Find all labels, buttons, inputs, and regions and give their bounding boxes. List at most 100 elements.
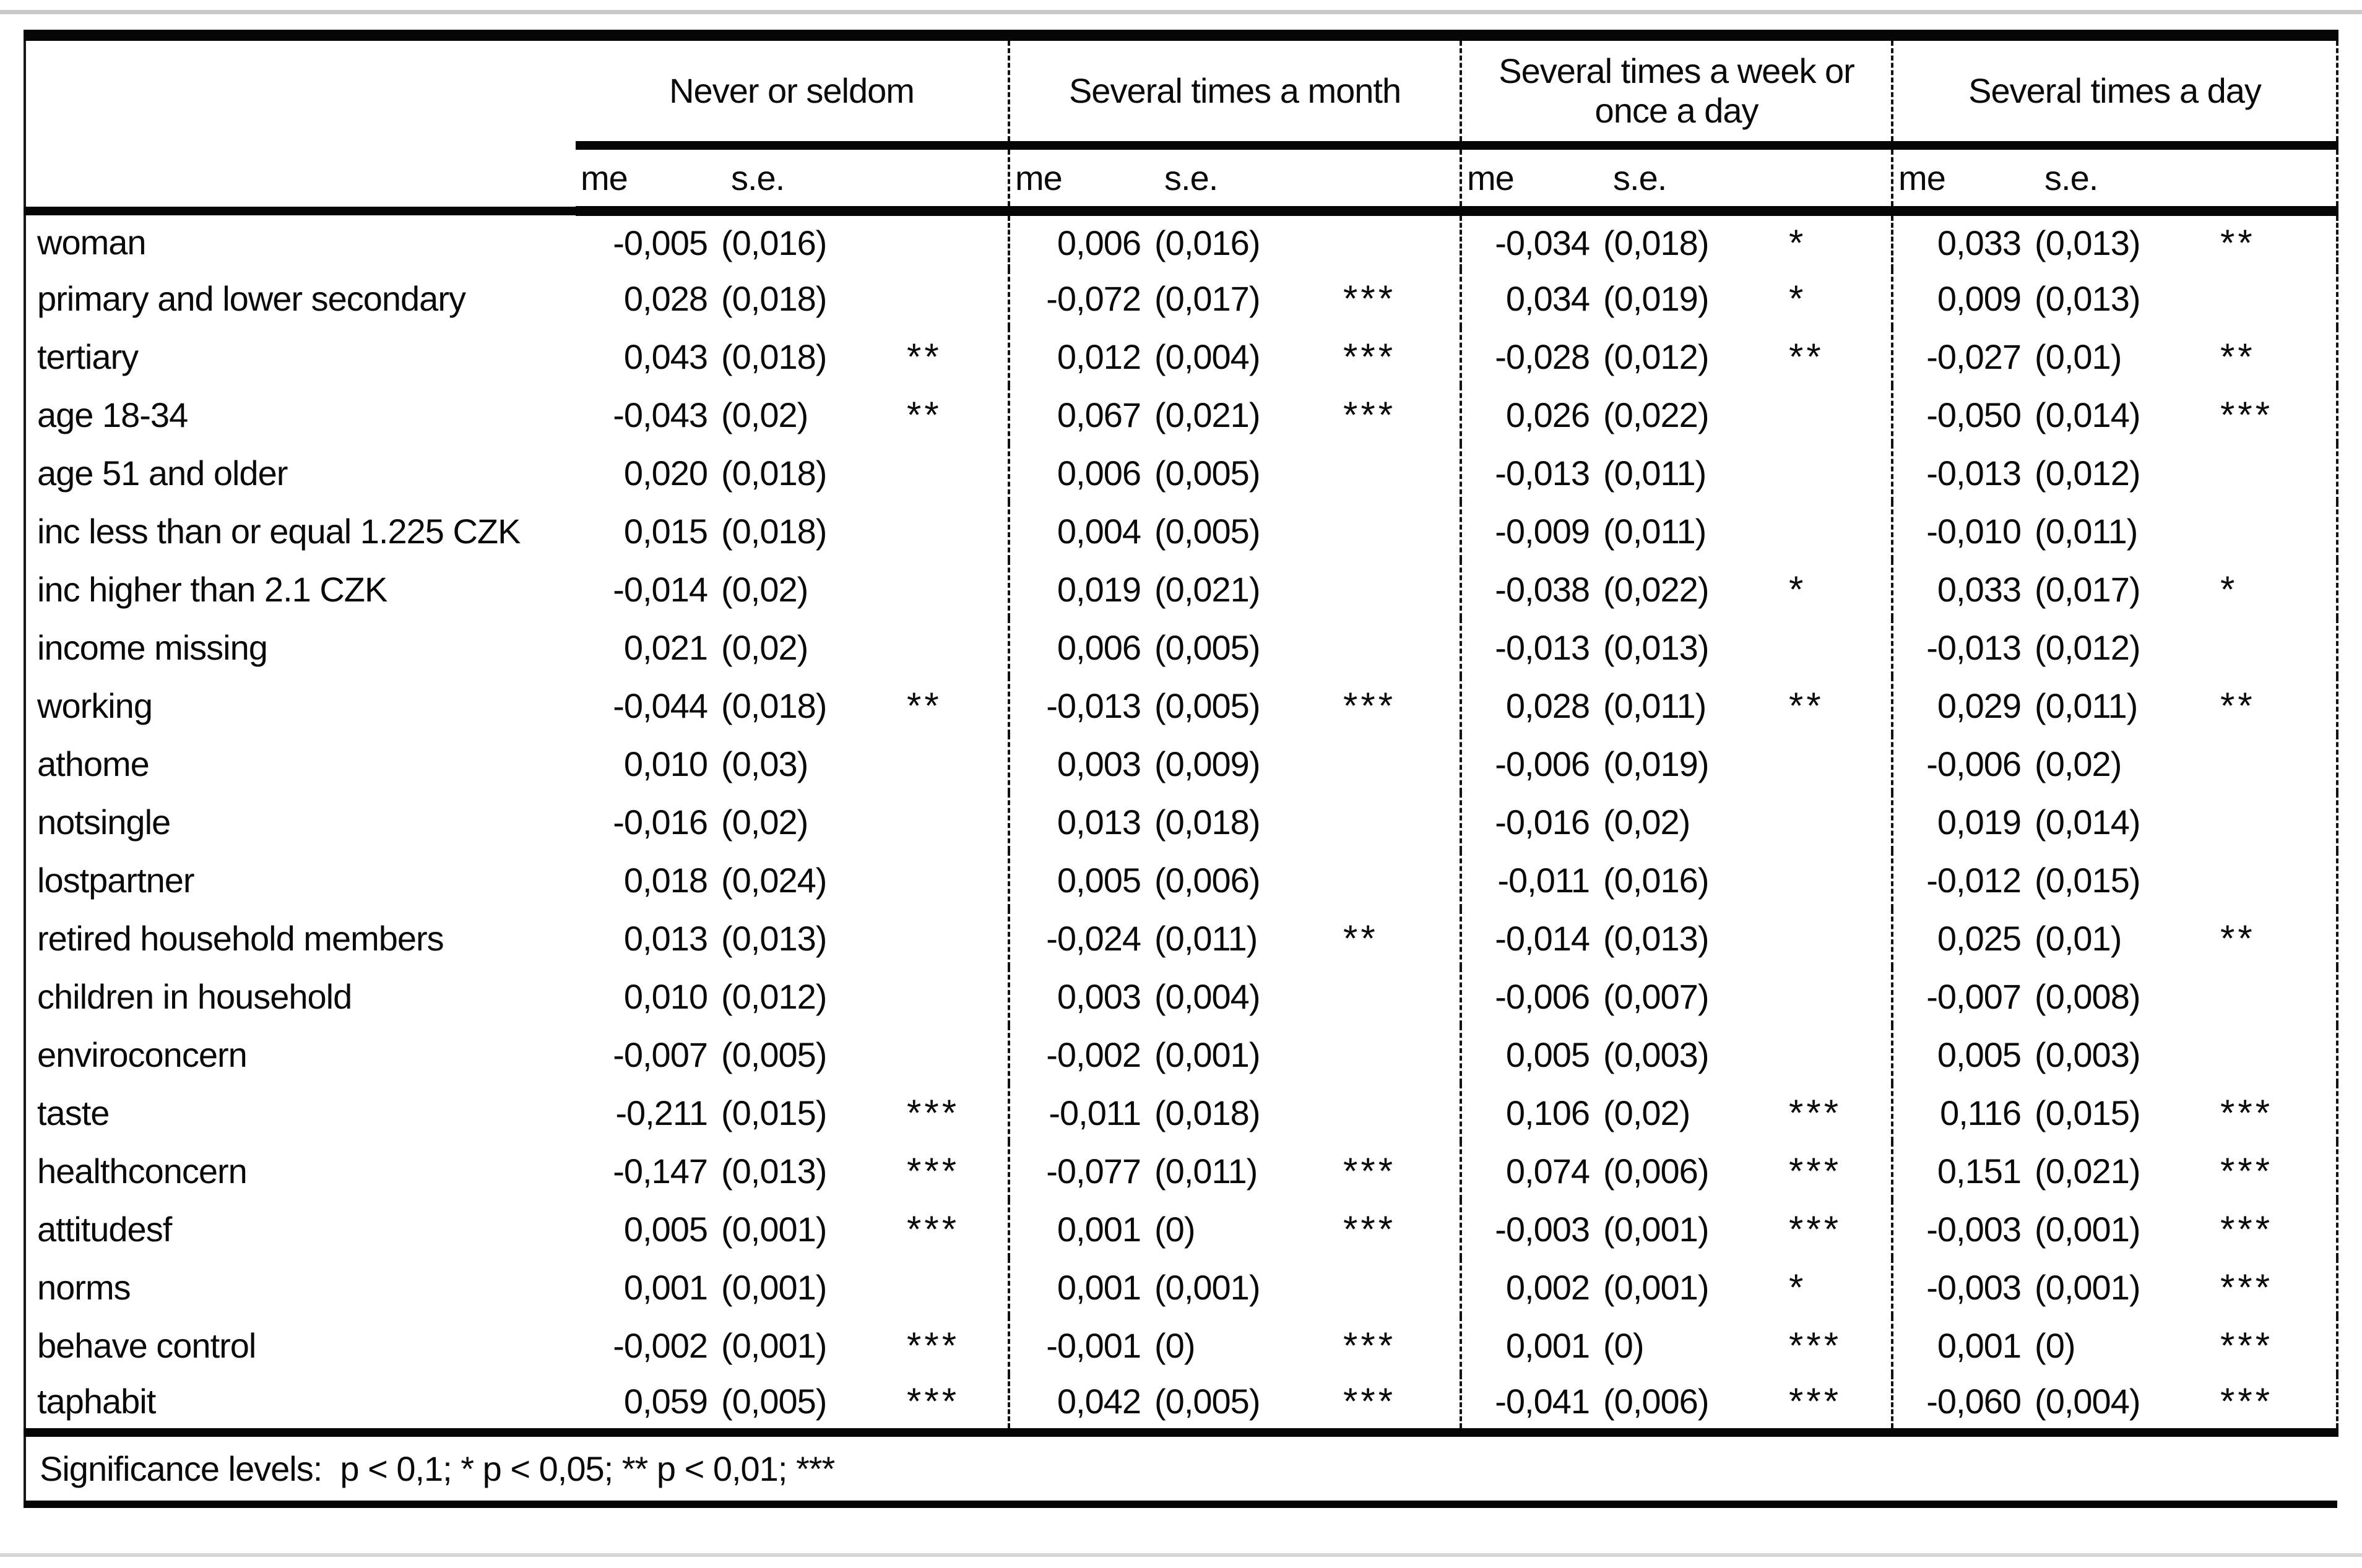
se-value-several-times-a-day: (0,02) [2035, 744, 2122, 783]
se-value-week-or-once-a-day: (0,02) [1603, 1093, 1690, 1132]
marginal-effects-table: Never or seldom Several times a month Se… [24, 30, 2339, 1508]
me-value-never-or-seldom: 0,018 [623, 860, 708, 900]
me-value-several-times-a-day: 0,033 [1891, 211, 2035, 269]
sig-stars-week-or-once-a-day: *** [1789, 1150, 1842, 1192]
me-value-several-times-a-day: 0,005 [1891, 1025, 2035, 1083]
sig-stars-several-times-a-day: ** [2195, 211, 2339, 269]
sig-stars-week-or-once-a-day [1764, 793, 1892, 851]
me-value-week-or-once-a-day: 0,074 [1460, 1142, 1604, 1200]
se-value-never-or-seldom: (0,02) [721, 569, 808, 609]
table-body: woman -0,005 (0,016) 0,006 (0,016) -0,03… [25, 211, 2339, 1432]
sig-stars-week-or-once-a-day: * [1789, 568, 1807, 610]
me-value-never-or-seldom: 0,028 [623, 278, 708, 318]
me-value-week-or-once-a-day: -0,016 [1460, 793, 1604, 851]
table-row: age 51 and older 0,020 (0,018) 0,006 (0,… [25, 444, 2339, 502]
me-value-never-or-seldom: 0,010 [623, 744, 708, 783]
se-value-week-or-once-a-day: (0,011) [1603, 511, 1707, 551]
sig-stars-never-or-seldom: *** [907, 1324, 960, 1366]
sig-stars-several-times-a-month [1318, 734, 1461, 793]
se-value-week-or-once-a-day: (0,011) [1603, 686, 1707, 725]
row-label: enviroconcern [37, 1035, 248, 1074]
se-value-several-times-a-month: (0,021) [1154, 569, 1260, 609]
sig-stars-several-times-a-month: *** [1343, 1208, 1396, 1250]
se-value-several-times-a-month: (0,016) [1154, 223, 1260, 262]
row-label: age 18-34 [37, 395, 188, 434]
se-value-week-or-once-a-day: (0,019) [1603, 744, 1709, 783]
sig-stars-never-or-seldom [882, 967, 1009, 1025]
sub-header-row: me s.e. me s.e. me s.e. me s.e. [25, 145, 2339, 216]
me-value-week-or-once-a-day: -0,028 [1460, 327, 1604, 386]
me-value-several-times-a-day: 0,033 [1891, 560, 2035, 618]
table-row: retired household members 0,013 (0,013) … [25, 909, 2339, 967]
row-label: woman [37, 223, 147, 262]
se-value-several-times-a-day: (0,011) [2035, 511, 2138, 551]
subheader-me: me [576, 145, 721, 216]
me-value-never-or-seldom: 0,043 [623, 337, 708, 376]
row-label: athome [37, 744, 150, 783]
table-row: age 18-34 -0,043 (0,02) ** 0,067 (0,021)… [25, 386, 2339, 444]
se-value-several-times-a-month: (0) [1154, 1209, 1195, 1249]
me-value-never-or-seldom: -0,043 [613, 395, 708, 434]
se-value-several-times-a-day: (0,014) [2035, 395, 2140, 434]
scan-artifact-bottom-line [0, 1553, 2362, 1557]
se-value-never-or-seldom: (0,03) [721, 744, 808, 783]
table-row: athome 0,010 (0,03) 0,003 (0,009) -0,006… [25, 734, 2339, 793]
se-value-week-or-once-a-day: (0,012) [1603, 337, 1709, 376]
sig-stars-several-times-a-month: *** [1343, 335, 1396, 377]
me-value-several-times-a-month: -0,024 [1008, 909, 1155, 967]
row-label: working [37, 686, 153, 725]
se-value-never-or-seldom: (0,001) [721, 1325, 827, 1365]
se-value-several-times-a-day: (0,011) [2035, 686, 2138, 725]
subheader-se: s.e. [721, 145, 882, 216]
sig-stars-week-or-once-a-day: *** [1789, 1208, 1842, 1250]
sig-stars-never-or-seldom [882, 793, 1009, 851]
row-label: taphabit [37, 1382, 156, 1421]
se-value-week-or-once-a-day: (0,019) [1603, 278, 1709, 318]
sig-stars-several-times-a-month: *** [1343, 1381, 1396, 1422]
se-value-never-or-seldom: (0,02) [721, 627, 808, 667]
me-value-several-times-a-month: 0,042 [1008, 1374, 1155, 1432]
sig-stars-never-or-seldom [882, 1258, 1009, 1316]
sig-stars-several-times-a-day: *** [2195, 386, 2339, 444]
se-value-week-or-once-a-day: (0,022) [1603, 395, 1709, 434]
sig-stars-several-times-a-day: *** [2195, 1200, 2339, 1258]
me-value-never-or-seldom: 0,010 [623, 976, 708, 1016]
me-value-never-or-seldom: -0,147 [613, 1151, 708, 1191]
sig-stars-week-or-once-a-day: ** [1789, 684, 1824, 726]
sig-stars-several-times-a-day [2195, 618, 2339, 676]
table-row: children in household 0,010 (0,012) 0,00… [25, 967, 2339, 1025]
se-value-week-or-once-a-day: (0,013) [1603, 627, 1709, 667]
se-value-several-times-a-month: (0,021) [1154, 395, 1260, 434]
se-value-several-times-a-day: (0) [2035, 1325, 2075, 1365]
se-value-never-or-seldom: (0,001) [721, 1209, 827, 1249]
me-value-several-times-a-day: -0,013 [1891, 618, 2035, 676]
sig-stars-never-or-seldom: ** [907, 335, 942, 377]
table-row: woman -0,005 (0,016) 0,006 (0,016) -0,03… [25, 211, 2339, 269]
table-row: enviroconcern -0,007 (0,005) -0,002 (0,0… [25, 1025, 2339, 1083]
sig-stars-several-times-a-day [2195, 269, 2339, 327]
me-value-several-times-a-day: -0,012 [1891, 851, 2035, 909]
me-value-several-times-a-month: -0,013 [1008, 676, 1155, 734]
row-label: income missing [37, 627, 268, 667]
subheader-se: s.e. [2035, 145, 2196, 216]
table-row: primary and lower secondary 0,028 (0,018… [25, 269, 2339, 327]
me-value-week-or-once-a-day: -0,013 [1460, 618, 1604, 676]
me-value-several-times-a-day: -0,010 [1891, 502, 2035, 560]
se-value-never-or-seldom: (0,001) [721, 1267, 827, 1307]
se-value-several-times-a-month: (0,001) [1154, 1267, 1260, 1307]
me-value-several-times-a-day: -0,027 [1891, 327, 2035, 386]
me-value-never-or-seldom: 0,059 [623, 1382, 708, 1421]
me-value-never-or-seldom: 0,021 [623, 627, 708, 667]
sig-stars-several-times-a-month [1318, 1258, 1461, 1316]
sig-stars-several-times-a-month: *** [1343, 684, 1396, 726]
me-value-week-or-once-a-day: 0,034 [1460, 269, 1604, 327]
group-header-several-times-a-day: Several times a day [1891, 35, 2339, 150]
se-value-several-times-a-day: (0,021) [2035, 1151, 2140, 1191]
se-value-several-times-a-day: (0,01) [2035, 337, 2122, 376]
sig-stars-several-times-a-month: *** [1343, 277, 1396, 319]
me-value-week-or-once-a-day: 0,002 [1460, 1258, 1604, 1316]
se-value-several-times-a-month: (0,006) [1154, 860, 1260, 900]
table-row: attitudesf 0,005 (0,001) *** 0,001 (0) *… [25, 1200, 2339, 1258]
sig-stars-several-times-a-day: ** [2195, 327, 2339, 386]
